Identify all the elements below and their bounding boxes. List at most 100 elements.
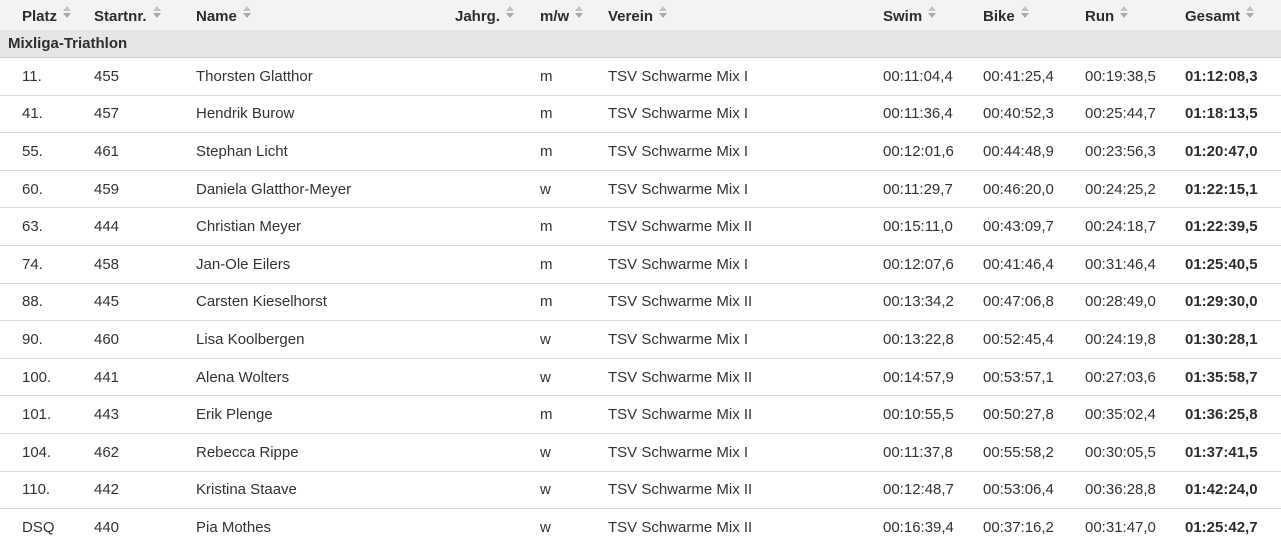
- cell-startnr: 459: [86, 170, 188, 209]
- cell-platz: 100.: [0, 358, 86, 397]
- sort-icon[interactable]: [506, 5, 515, 18]
- cell-jahrg: [447, 395, 532, 434]
- cell-mw: m: [532, 283, 600, 322]
- cell-name: Kristina Staave: [188, 471, 447, 510]
- cell-mw: w: [540, 518, 551, 536]
- table-body: Mixliga-Triathlon 11. 455 Thorsten Glattho…: [0, 30, 1281, 546]
- sort-desc-icon: [242, 12, 251, 18]
- column-label: Startnr.: [94, 7, 147, 25]
- sort-icon[interactable]: [63, 5, 72, 18]
- cell-jahrg: [447, 433, 532, 472]
- cell-jahrg: [447, 283, 532, 322]
- cell-verein: TSV Schwarme Mix I: [600, 57, 875, 96]
- cell-verein: TSV Schwarme Mix II: [600, 283, 875, 322]
- column-header-platz[interactable]: Platz: [0, 0, 86, 30]
- cell-bike: 00:37:16,2: [983, 518, 1054, 536]
- cell-platz: 60.: [0, 170, 86, 209]
- cell-swim: 00:12:01,6: [875, 132, 975, 171]
- cell-run: 00:31:47,0: [1085, 518, 1156, 536]
- column-header-swim[interactable]: Swim: [875, 0, 975, 30]
- table-row: 110. 442 Kristina Staave w TSV Schwarme Mix …: [0, 471, 1281, 510]
- column-header-mw[interactable]: m/w: [532, 0, 600, 30]
- sort-asc-icon: [575, 5, 584, 11]
- cell-platz: 90.: [0, 320, 86, 359]
- table-row: 63. 444 Christian Meyer m TSV Schwarme Mix I…: [0, 207, 1281, 246]
- sort-icon[interactable]: [1246, 5, 1255, 18]
- sort-icon[interactable]: [928, 5, 937, 18]
- sort-icon[interactable]: [1120, 5, 1129, 18]
- sort-icon[interactable]: [659, 5, 668, 18]
- sort-icon[interactable]: [242, 5, 251, 18]
- cell-jahrg: [447, 245, 532, 284]
- column-header-gesamt[interactable]: Gesamt: [1177, 0, 1281, 30]
- column-label: Swim: [883, 7, 923, 25]
- cell-jahrg: [447, 57, 532, 96]
- cell-gesamt: 01:22:39,5: [1177, 207, 1281, 246]
- cell-run: 00:36:28,8: [1077, 471, 1177, 510]
- sort-asc-icon: [659, 5, 668, 11]
- sort-asc-icon: [928, 5, 937, 11]
- table-row: 100. 441 Alena Wolters w TSV Schwarme Mix II…: [0, 358, 1281, 397]
- sort-asc-icon: [1120, 5, 1129, 11]
- cell-name: Daniela Glatthor-Meyer: [188, 170, 447, 209]
- sort-icon[interactable]: [575, 5, 584, 18]
- cell-startnr: 441: [86, 358, 188, 397]
- column-header-bike[interactable]: Bike: [975, 0, 1077, 30]
- column-header-verein[interactable]: Verein: [600, 0, 875, 30]
- sort-asc-icon: [506, 5, 515, 11]
- cell-mw: m: [532, 395, 600, 434]
- cell-startnr: 442: [86, 471, 188, 510]
- column-header-run[interactable]: Run: [1077, 0, 1177, 30]
- cell-jahrg: [447, 170, 532, 209]
- column-header-jahrg[interactable]: Jahrg.: [447, 0, 532, 30]
- group-row-label: Mixliga-Triathlon: [0, 30, 1281, 58]
- cell-jahrg: [447, 207, 532, 246]
- cell-run: 00:35:02,4: [1077, 395, 1177, 434]
- column-label: Bike: [983, 7, 1015, 25]
- cell-swim: 00:13:34,2: [875, 283, 975, 322]
- column-label: Verein: [608, 7, 654, 25]
- cell-name: Rebecca Rippe: [188, 433, 447, 472]
- sort-icon[interactable]: [1020, 5, 1029, 18]
- cell-swim: 00:15:11,0: [875, 207, 975, 246]
- cell-swim: 00:11:37,8: [875, 433, 975, 472]
- sort-desc-icon: [1246, 12, 1255, 18]
- sort-icon[interactable]: [152, 5, 161, 18]
- cell-startnr: 457: [86, 95, 188, 134]
- cell-mw: m: [532, 245, 600, 284]
- sort-asc-icon: [242, 5, 251, 11]
- cell-gesamt: 01:29:30,0: [1177, 283, 1281, 322]
- table-row: 88. 445 Carsten Kieselhorst m TSV Schwarme M…: [0, 283, 1281, 322]
- cell-platz: 55.: [0, 132, 86, 171]
- cell-bike: 00:41:25,4: [975, 57, 1077, 96]
- table-row: 101. 443 Erik Plenge m TSV Schwarme Mix II 00…: [0, 395, 1281, 434]
- sort-desc-icon: [575, 12, 584, 18]
- cell-verein: TSV Schwarme Mix I: [600, 132, 875, 171]
- cell-name: Carsten Kieselhorst: [188, 283, 447, 322]
- cell-swim: 00:13:22,8: [875, 320, 975, 359]
- cell-mw: w: [532, 320, 600, 359]
- table-row: 55. 461 Stephan Licht m TSV Schwarme Mix I 00…: [0, 132, 1281, 171]
- cell-name: Jan-Ole Eilers: [188, 245, 447, 284]
- cell-bike: 00:53:06,4: [975, 471, 1077, 510]
- cell-bike: 00:47:06,8: [975, 283, 1077, 322]
- cell-verein: TSV Schwarme Mix I: [600, 245, 875, 284]
- cell-verein: TSV Schwarme Mix I: [600, 433, 875, 472]
- cell-bike: 00:50:27,8: [975, 395, 1077, 434]
- sort-desc-icon: [659, 12, 668, 18]
- cell-run: 00:24:18,7: [1077, 207, 1177, 246]
- column-header-name[interactable]: Name: [188, 0, 447, 30]
- cell-swim: 00:10:55,5: [875, 395, 975, 434]
- cell-startnr: 461: [86, 132, 188, 171]
- cell-platz: 110.: [0, 471, 86, 510]
- cell-bike: 00:52:45,4: [975, 320, 1077, 359]
- cell-verein: TSV Schwarme Mix II: [600, 471, 875, 510]
- column-label: Name: [196, 7, 237, 25]
- cell-jahrg: [447, 358, 532, 397]
- column-header-startnr[interactable]: Startnr.: [86, 0, 188, 30]
- sort-asc-icon: [152, 5, 161, 11]
- cell-gesamt: 01:42:24,0: [1177, 471, 1281, 510]
- cell-verein: TSV Schwarme Mix II: [600, 395, 875, 434]
